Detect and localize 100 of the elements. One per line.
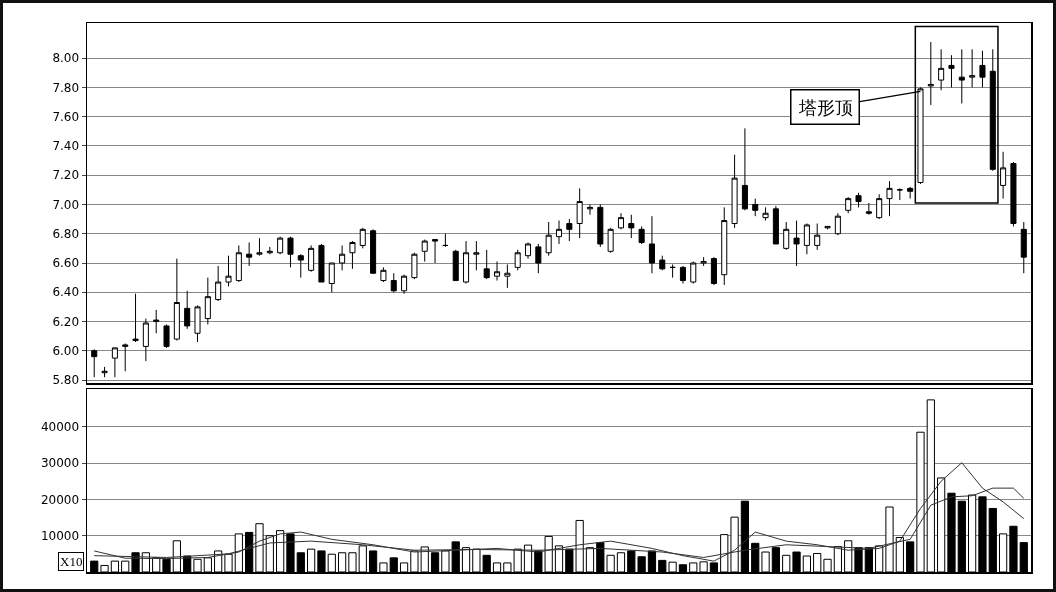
candlestick — [401, 274, 408, 295]
candlestick — [803, 222, 810, 255]
candlestick — [896, 187, 903, 201]
candlestick — [721, 206, 728, 286]
y-tick-label: 7.20 — [52, 168, 80, 183]
y-tick-label: 7.80 — [52, 80, 80, 95]
candlestick — [979, 50, 986, 88]
y-tick-label: 8.00 — [52, 51, 80, 66]
text: X10 — [60, 554, 83, 569]
candlestick — [153, 309, 160, 334]
candlestick — [648, 215, 655, 274]
y-tick-label: 5.80 — [52, 373, 80, 388]
candlestick — [101, 366, 108, 378]
candlestick — [586, 203, 594, 216]
candlestick — [111, 347, 118, 378]
candlestick — [504, 263, 511, 289]
candlestick — [752, 198, 759, 217]
candlestick — [184, 290, 191, 330]
candlestick — [463, 240, 470, 284]
y-tick-label: 6.00 — [52, 344, 80, 358]
candlestick — [545, 221, 552, 257]
candlestick — [762, 206, 769, 222]
candlestick — [91, 348, 98, 378]
candlestick — [287, 236, 294, 268]
candlestick — [690, 261, 697, 284]
annotation: 塔形顶 — [797, 96, 853, 118]
candlestick — [421, 239, 428, 263]
candlestick — [122, 342, 129, 372]
candlestick — [969, 48, 976, 88]
candlestick — [617, 212, 624, 230]
candlestick — [514, 249, 521, 271]
candlestick — [669, 263, 676, 279]
candlestick — [731, 154, 738, 229]
y-tick-label: 6.20 — [52, 314, 80, 329]
candlestick — [1020, 221, 1027, 274]
candlestick — [359, 227, 366, 249]
candlestick — [370, 228, 377, 274]
candlestick — [700, 256, 707, 267]
candlestick — [349, 240, 356, 270]
candlestick — [989, 48, 996, 172]
candlestick — [907, 186, 914, 200]
candlestick — [659, 255, 666, 271]
y-tick-label: 20000 — [40, 492, 80, 507]
candlestick — [235, 244, 242, 283]
candlestick — [958, 48, 965, 104]
y-tick-label: 6.40 — [52, 285, 80, 300]
candlestick — [793, 220, 800, 267]
candlestick — [308, 244, 315, 273]
y-tick-label: 6.80 — [52, 226, 80, 241]
candlestick — [566, 218, 573, 242]
candlestick — [132, 293, 139, 343]
y-tick-label: 40000 — [40, 419, 80, 434]
y-tick-label: 7.60 — [52, 109, 80, 124]
candlestick — [876, 193, 883, 220]
candlestick — [524, 242, 532, 260]
candlestick — [204, 277, 211, 325]
candlestick — [834, 212, 841, 236]
candlestick — [339, 244, 346, 271]
candlestick — [442, 233, 449, 248]
candlestick — [824, 225, 831, 230]
candlestick — [328, 262, 335, 293]
candlestick — [845, 196, 852, 214]
candlestick — [710, 256, 717, 286]
candlestick — [948, 54, 955, 88]
candlestick — [411, 252, 418, 280]
candlestick — [927, 41, 934, 106]
candlestick — [1010, 161, 1017, 227]
candlestick — [432, 239, 439, 264]
candlestick — [555, 220, 563, 245]
candlestick — [215, 265, 222, 302]
candlestick — [390, 272, 397, 293]
candlestick — [297, 253, 304, 279]
y-tick-label: 6.60 — [52, 256, 80, 271]
candlestick — [194, 304, 201, 343]
candlestick — [225, 255, 232, 287]
candlestick — [473, 240, 480, 271]
candlestick — [535, 243, 542, 274]
candlestick — [741, 127, 748, 211]
candlestick — [886, 180, 893, 217]
candlestick — [576, 187, 583, 239]
candlestick — [452, 249, 459, 282]
candlestick — [380, 266, 387, 283]
candlestick — [855, 192, 862, 208]
candlestick — [173, 258, 180, 342]
candlestick — [865, 202, 872, 216]
candlestick — [628, 214, 635, 239]
candlestick — [142, 318, 149, 362]
y-tick-label: 7.40 — [52, 139, 80, 154]
candlestick — [318, 243, 325, 283]
candlestick — [814, 222, 821, 251]
candlestick — [246, 242, 253, 267]
candlestick — [679, 265, 686, 284]
candlestick — [938, 48, 945, 91]
candlestick — [163, 323, 170, 349]
y-tick-label: 7.00 — [52, 197, 80, 212]
candlestick — [772, 205, 779, 245]
candlestick — [597, 203, 604, 248]
candlestick — [607, 227, 614, 254]
line-series — [93, 462, 1025, 562]
candlestick — [783, 221, 790, 251]
